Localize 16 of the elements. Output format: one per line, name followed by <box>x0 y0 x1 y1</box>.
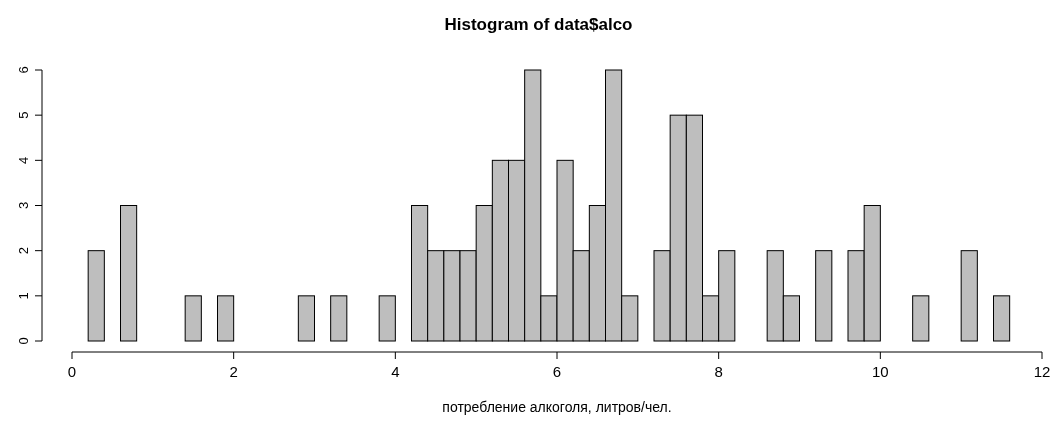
x-tick-label: 2 <box>229 363 238 380</box>
y-tick-label: 3 <box>16 201 31 210</box>
chart-title: Histogram of data$alco <box>444 15 633 34</box>
x-tick-label: 8 <box>714 363 723 380</box>
y-tick-label: 5 <box>16 111 31 119</box>
y-tick-label: 4 <box>16 156 31 164</box>
y-tick-label: 2 <box>16 247 31 255</box>
y-tick-label: 1 <box>16 292 31 300</box>
x-tick-label: 4 <box>391 363 400 380</box>
x-tick-label: 6 <box>552 363 562 380</box>
y-tick-label: 0 <box>16 337 31 345</box>
x-axis-title: потребление алкоголя, литров/чел. <box>442 399 672 415</box>
x-tick-label: 12 <box>1033 363 1051 380</box>
y-tick-label: 6 <box>16 66 31 74</box>
x-tick-label: 0 <box>67 363 77 380</box>
x-tick-label: 10 <box>871 363 889 380</box>
